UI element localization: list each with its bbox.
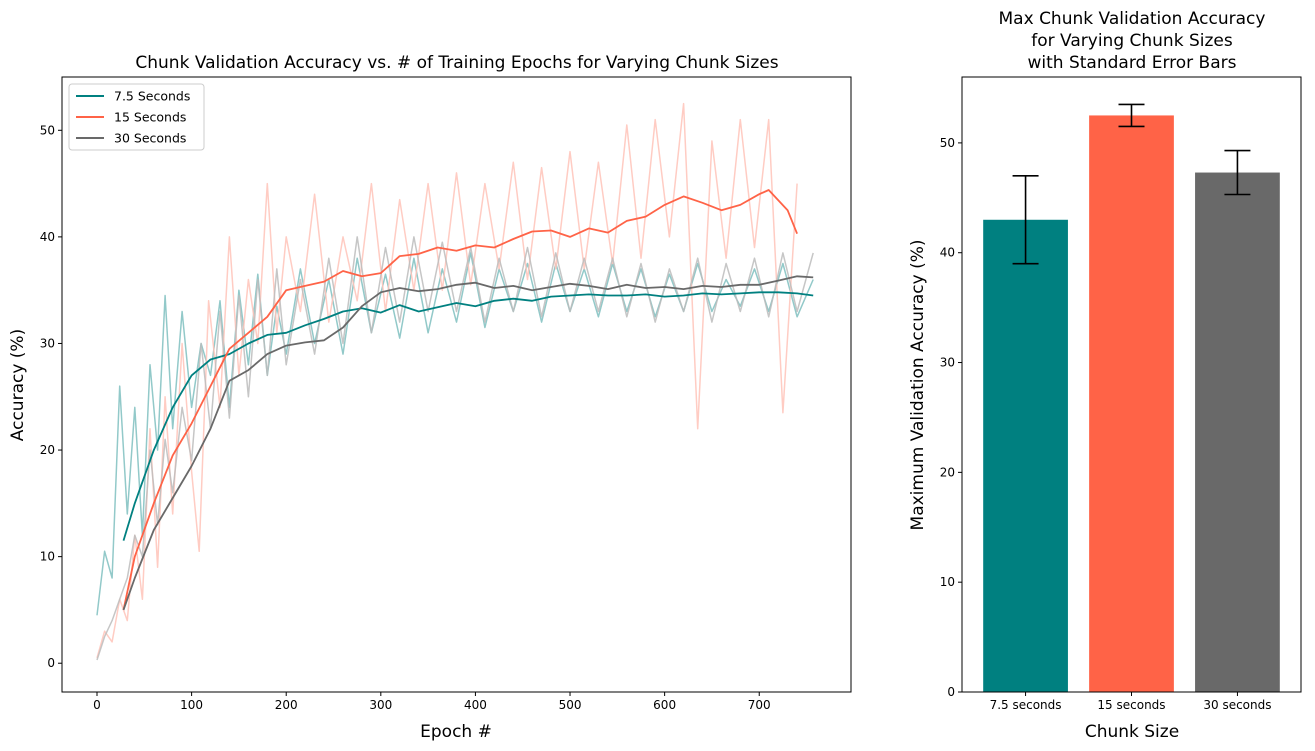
bar: [983, 219, 1068, 692]
legend-box: [68, 83, 205, 151]
x-tick-label: 400: [464, 698, 487, 712]
bar-chart-title-line-3: with Standard Error Bars: [1028, 53, 1237, 73]
x-tick-label: 0: [93, 698, 101, 712]
raw-series-line-1: [96, 102, 798, 659]
x-tick-label: 300: [369, 698, 392, 712]
y-tick-label: 40: [40, 230, 55, 244]
line-chart-legend: 7.5 Seconds 15 Seconds 30 Seconds: [68, 83, 205, 151]
x-tick-label: 500: [559, 698, 582, 712]
bar-chart-title-line-1: Max Chunk Validation Accuracy: [999, 9, 1266, 29]
bar-chart-panel: Max Chunk Validation Accuracy for Varyin…: [908, 9, 1302, 742]
y-tick-label: 30: [40, 336, 55, 350]
smoothed-series-line-0: [122, 291, 814, 541]
x-tick-label: 100: [180, 698, 203, 712]
x-tick-label: 700: [748, 698, 771, 712]
y-tick-label: 50: [40, 123, 55, 137]
bar-chart-title-line-2: for Varying Chunk Sizes: [1031, 31, 1233, 51]
y-tick-label: 50: [940, 136, 955, 150]
y-tick-label: 30: [940, 356, 955, 370]
y-tick-label: 0: [47, 656, 55, 670]
line-chart-raw-series: [96, 102, 814, 661]
x-tick-label: 15 seconds: [1097, 698, 1165, 712]
bar: [1089, 115, 1174, 692]
line-chart-panel: Chunk Validation Accuracy vs. # of Train…: [8, 53, 852, 742]
y-tick-label: 10: [940, 575, 955, 589]
raw-series-line-0: [96, 252, 814, 616]
legend-label: 30 Seconds: [114, 131, 186, 146]
x-tick-label: 30 seconds: [1203, 698, 1271, 712]
y-tick-label: 10: [40, 550, 55, 564]
line-chart-y-ticks: 0 10 20 30 40 50: [40, 123, 62, 670]
smoothed-series-line-1: [122, 189, 798, 611]
smoothed-series-line-2: [122, 275, 814, 611]
y-tick-label: 20: [940, 465, 955, 479]
x-tick-label: 7.5 seconds: [990, 698, 1062, 712]
bar-chart-y-axis-label: Maximum Validation Accuracy (%): [908, 240, 928, 531]
x-tick-label: 200: [275, 698, 298, 712]
y-tick-label: 20: [40, 443, 55, 457]
y-tick-label: 0: [947, 685, 955, 699]
bar-chart-x-axis-label: Chunk Size: [1085, 722, 1179, 742]
legend-label: 7.5 Seconds: [114, 89, 190, 104]
line-chart-plot-frame: [61, 76, 852, 693]
line-chart-x-ticks: 0 100 200 300 400 500 600 700: [93, 692, 771, 712]
line-chart-x-axis-label: Epoch #: [420, 722, 492, 742]
line-chart-title: Chunk Validation Accuracy vs. # of Train…: [135, 53, 778, 73]
bar: [1195, 172, 1280, 692]
line-chart-smoothed-series: [122, 189, 814, 611]
line-chart-y-axis-label: Accuracy (%): [8, 329, 28, 441]
bar-chart-error-bars: [1012, 103, 1251, 265]
raw-series-line-2: [96, 236, 814, 661]
x-tick-label: 600: [653, 698, 676, 712]
bar-chart-x-ticks: 7.5 seconds 15 seconds 30 seconds: [990, 692, 1272, 712]
y-tick-label: 40: [940, 246, 955, 260]
bar-chart-y-ticks: 0 10 20 30 40 50: [940, 136, 962, 699]
legend-label: 15 Seconds: [114, 110, 186, 125]
bar-chart-bars: [983, 115, 1280, 692]
